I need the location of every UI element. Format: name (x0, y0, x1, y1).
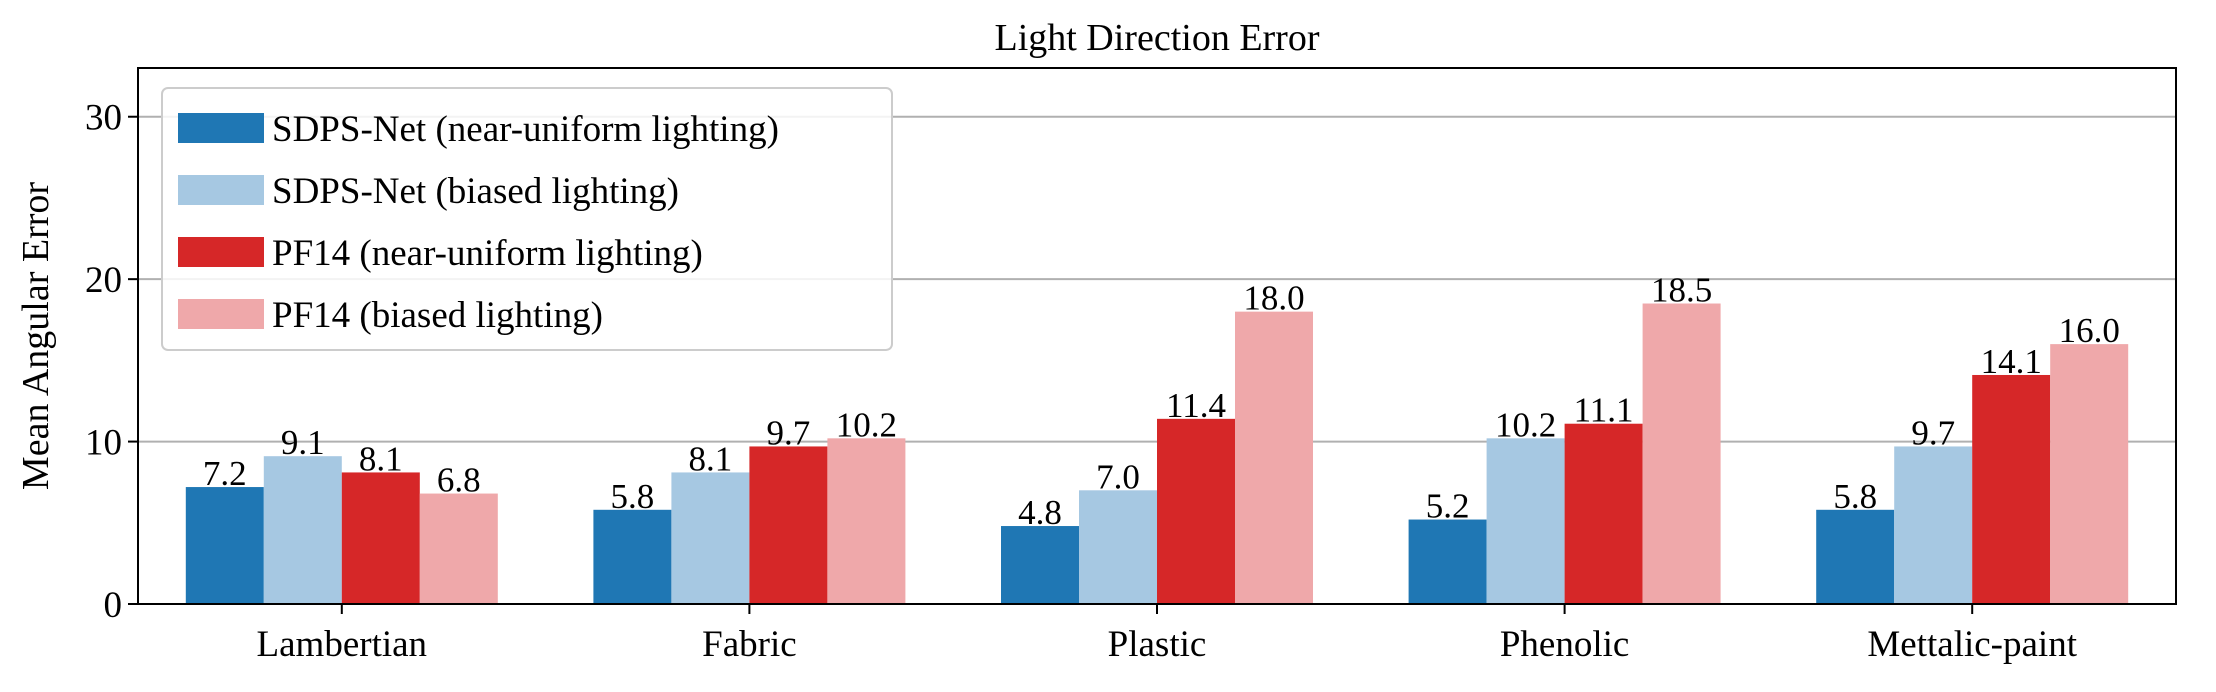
bar (185, 487, 264, 604)
bar (749, 446, 828, 604)
bar (1972, 374, 2051, 604)
bar (1157, 418, 1235, 604)
bar (1408, 519, 1487, 604)
legend-label: SDPS-Net (biased lighting) (272, 171, 679, 212)
chart-title: Light Direction Error (994, 17, 1319, 59)
bar-value-label: 4.8 (1018, 493, 1062, 532)
bar (1816, 509, 1895, 604)
x-tick-label: Mettalic-paint (1867, 624, 2077, 665)
legend-swatch (178, 237, 264, 267)
bar (1894, 446, 1973, 604)
bar-value-label: 11.4 (1166, 386, 1226, 425)
bar (2050, 344, 2129, 604)
bar-value-label: 16.0 (2059, 311, 2120, 350)
bar (671, 472, 750, 604)
legend-label: SDPS-Net (near-uniform lighting) (272, 109, 779, 150)
legend-box (161, 87, 893, 351)
legend-swatch (178, 175, 264, 205)
bar (1486, 438, 1565, 604)
bar-value-label: 18.0 (1243, 279, 1304, 318)
bar (1235, 311, 1313, 604)
y-tick-label: 10 (85, 423, 122, 464)
y-tick-label: 30 (85, 98, 122, 139)
bar (1079, 490, 1157, 604)
bar-value-label: 14.1 (1981, 342, 2042, 381)
bar (1564, 423, 1643, 604)
legend-swatch (178, 299, 264, 329)
y-tick-label: 20 (85, 260, 122, 301)
bar-value-label: 11.1 (1574, 391, 1634, 430)
axis-ticks: 0 10 20 30 Lambertian Fabric Plastic Phenolic Me… (85, 98, 2078, 665)
bar (419, 493, 498, 604)
bar-value-label: 7.0 (1096, 457, 1140, 496)
y-axis-label: Mean Angular Error (15, 182, 57, 490)
bar (263, 456, 342, 604)
legend-label: PF14 (near-uniform lighting) (272, 233, 703, 274)
bar-value-label: 18.5 (1651, 271, 1712, 310)
bar (593, 509, 672, 604)
bar (827, 438, 906, 604)
bar-value-label: 5.8 (1833, 477, 1877, 516)
legend-label: PF14 (biased lighting) (272, 295, 603, 336)
bar-value-label: 5.2 (1426, 487, 1470, 526)
bar-value-label: 9.7 (1911, 413, 1955, 452)
bar-value-label: 10.2 (836, 405, 897, 444)
data-labels: 7.2 9.1 8.1 6.8 5.8 8.1 9.7 10.2 4.8 7.0 11.4 18.0 5… (203, 271, 2120, 533)
bar-value-label: 5.8 (611, 477, 655, 516)
bar-value-label: 7.2 (203, 454, 247, 493)
bar (341, 472, 420, 604)
bar-value-label: 10.2 (1495, 405, 1556, 444)
bar-value-label: 9.7 (767, 413, 811, 452)
legend: SDPS-Net (near-uniform lighting) SDPS-Net… (161, 87, 893, 351)
x-tick-label: Fabric (702, 624, 797, 665)
bar-value-label: 9.1 (281, 423, 325, 462)
x-tick-label: Lambertian (257, 624, 428, 665)
bar-value-label: 6.8 (437, 461, 481, 500)
legend-swatch (178, 113, 264, 143)
bar-value-label: 8.1 (689, 439, 733, 478)
x-tick-label: Plastic (1108, 624, 1207, 665)
y-tick-label: 0 (104, 585, 123, 626)
bar-value-label: 8.1 (359, 439, 403, 478)
bar (1642, 303, 1721, 604)
bar (1001, 526, 1079, 604)
bars (185, 303, 2129, 604)
x-tick-label: Phenolic (1500, 624, 1629, 665)
